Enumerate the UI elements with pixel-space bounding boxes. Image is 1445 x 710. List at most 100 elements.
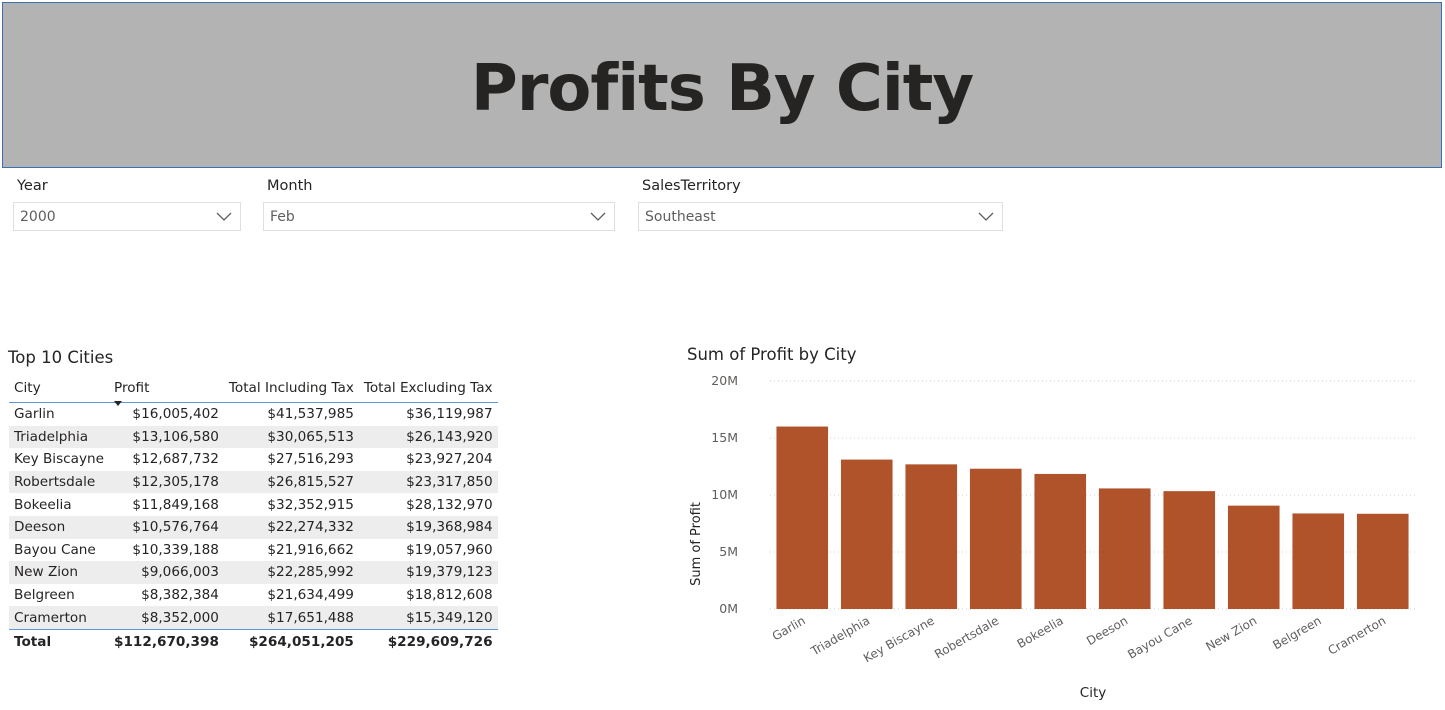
- total-excluding-tax: $229,609,726: [358, 628, 498, 654]
- cell-profit: $10,576,764: [108, 515, 224, 539]
- month-dropdown-value: Feb: [270, 208, 295, 225]
- y-tick-label: 20M: [711, 373, 738, 388]
- bar[interactable]: [1227, 505, 1280, 609]
- cell-total-including-tax: $22,274,332: [223, 515, 359, 539]
- table-row[interactable]: Belgreen $8,382,384 $21,634,499 $18,812,608: [9, 583, 498, 607]
- table-total-row: Total $112,670,398 $264,051,205 $229,609…: [9, 628, 498, 654]
- cell-city: New Zion: [9, 561, 109, 584]
- cell-profit: $10,339,188: [108, 538, 224, 562]
- table-row[interactable]: Triadelphia $13,106,580 $30,065,513 $26,143…: [9, 425, 498, 449]
- y-tick-label: 0M: [719, 601, 738, 616]
- column-header-city[interactable]: City: [9, 374, 109, 403]
- cell-total-including-tax: $17,651,488: [223, 606, 359, 630]
- cell-total-excluding-tax: $18,812,608: [358, 583, 498, 607]
- table-header-row: City Profit Total Including Tax Total Ex…: [9, 374, 498, 406]
- title-banner: Profits By City: [2, 2, 1442, 168]
- table-row[interactable]: Robertsdale $12,305,178 $26,815,527 $23,317…: [9, 470, 498, 494]
- bar[interactable]: [1163, 491, 1216, 609]
- cell-total-excluding-tax: $28,132,970: [358, 493, 498, 516]
- cell-total-including-tax: $30,065,513: [223, 425, 359, 449]
- x-tick-label: Cramerton: [1326, 613, 1389, 657]
- sort-descending-icon: [113, 401, 122, 406]
- x-axis-title: City: [1080, 685, 1106, 701]
- table-row[interactable]: Bayou Cane $10,339,188 $21,916,662 $19,057,…: [9, 538, 498, 562]
- x-tick-label: Bokeelia: [1015, 613, 1066, 651]
- month-slicer-label: Month: [267, 178, 313, 194]
- year-slicer-label: Year: [17, 178, 48, 194]
- cell-total-including-tax: $32,352,915: [223, 493, 359, 516]
- cell-total-including-tax: $22,285,992: [223, 561, 359, 584]
- y-tick-label: 15M: [711, 430, 738, 445]
- cell-total-excluding-tax: $19,379,123: [358, 561, 498, 584]
- cell-total-excluding-tax: $19,368,984: [358, 515, 498, 539]
- cell-total-including-tax: $21,634,499: [223, 583, 359, 607]
- cell-total-including-tax: $26,815,527: [223, 470, 359, 494]
- table-row[interactable]: Bokeelia $11,849,168 $32,352,915 $28,132,97…: [9, 493, 498, 516]
- table-row[interactable]: Garlin $16,005,402 $41,537,985 $36,119,987: [9, 402, 498, 426]
- territory-dropdown[interactable]: Southeast: [638, 202, 1003, 231]
- cell-profit: $12,687,732: [108, 448, 224, 471]
- cell-city: Cramerton: [9, 606, 109, 630]
- bar[interactable]: [1098, 488, 1151, 609]
- territory-slicer-label: SalesTerritory: [642, 178, 741, 194]
- cell-profit: $11,849,168: [108, 493, 224, 516]
- x-tick-label: New Zion: [1203, 613, 1259, 653]
- column-header-total-including-tax[interactable]: Total Including Tax: [223, 374, 359, 403]
- total-profit: $112,670,398: [108, 628, 224, 654]
- x-tick-label: Key Biscayne: [861, 613, 937, 665]
- cell-total-excluding-tax: $36,119,987: [358, 402, 498, 426]
- bar[interactable]: [969, 468, 1022, 609]
- cell-total-excluding-tax: $15,349,120: [358, 606, 498, 630]
- table-row[interactable]: New Zion $9,066,003 $22,285,992 $19,379,123: [9, 561, 498, 584]
- x-tick-label: Garlin: [770, 613, 808, 643]
- bar[interactable]: [1034, 473, 1087, 609]
- cell-city: Garlin: [9, 402, 109, 426]
- territory-slicer: SalesTerritory Southeast: [638, 176, 1003, 231]
- cell-profit: $8,382,384: [108, 583, 224, 607]
- month-slicer: Month Feb: [263, 176, 615, 231]
- bar[interactable]: [905, 464, 958, 609]
- year-dropdown-value: 2000: [20, 208, 56, 225]
- cell-profit: $8,352,000: [108, 606, 224, 630]
- cell-city: Deeson: [9, 515, 109, 539]
- cell-city: Bayou Cane: [9, 538, 109, 562]
- top-cities-table: City Profit Total Including Tax Total Ex…: [9, 374, 498, 654]
- total-label: Total: [9, 628, 109, 654]
- cell-profit: $13,106,580: [108, 425, 224, 449]
- bar[interactable]: [1292, 513, 1345, 609]
- y-tick-label: 10M: [711, 487, 738, 502]
- cell-total-excluding-tax: $19,057,960: [358, 538, 498, 562]
- cell-total-including-tax: $41,537,985: [223, 402, 359, 426]
- table-row[interactable]: Deeson $10,576,764 $22,274,332 $19,368,984: [9, 515, 498, 539]
- table-row[interactable]: Cramerton $8,352,000 $17,651,488 $15,349,12…: [9, 606, 498, 630]
- chart-title: Sum of Profit by City: [687, 345, 857, 364]
- cell-city: Robertsdale: [9, 470, 109, 494]
- cell-total-excluding-tax: $26,143,920: [358, 425, 498, 449]
- y-axis-title: Sum of Profit: [689, 502, 704, 586]
- cell-city: Triadelphia: [9, 425, 109, 449]
- cell-profit: $12,305,178: [108, 470, 224, 494]
- month-dropdown[interactable]: Feb: [263, 202, 615, 231]
- table-title: Top 10 Cities: [8, 348, 114, 367]
- page-title: Profits By City: [470, 52, 974, 126]
- year-slicer: Year 2000: [13, 176, 241, 231]
- table-row[interactable]: Key Biscayne $12,687,732 $27,516,293 $23,92…: [9, 448, 498, 471]
- column-header-profit[interactable]: Profit: [108, 374, 224, 406]
- total-including-tax: $264,051,205: [223, 628, 359, 654]
- bar[interactable]: [776, 426, 829, 609]
- cell-total-excluding-tax: $23,317,850: [358, 470, 498, 494]
- year-dropdown[interactable]: 2000: [13, 202, 241, 231]
- column-header-profit-label: Profit: [113, 380, 150, 396]
- x-tick-label: Deeson: [1084, 613, 1130, 648]
- x-tick-label: Robertsdale: [932, 613, 1001, 661]
- bar[interactable]: [840, 459, 893, 609]
- cell-city: Belgreen: [9, 583, 109, 607]
- territory-dropdown-value: Southeast: [645, 208, 716, 225]
- x-tick-label: Belgreen: [1270, 613, 1323, 652]
- x-tick-label: Bayou Cane: [1125, 613, 1195, 661]
- bar[interactable]: [1356, 513, 1409, 609]
- cell-profit: $16,005,402: [108, 402, 224, 426]
- chevron-down-icon: [978, 212, 994, 221]
- column-header-total-excluding-tax[interactable]: Total Excluding Tax: [358, 374, 498, 403]
